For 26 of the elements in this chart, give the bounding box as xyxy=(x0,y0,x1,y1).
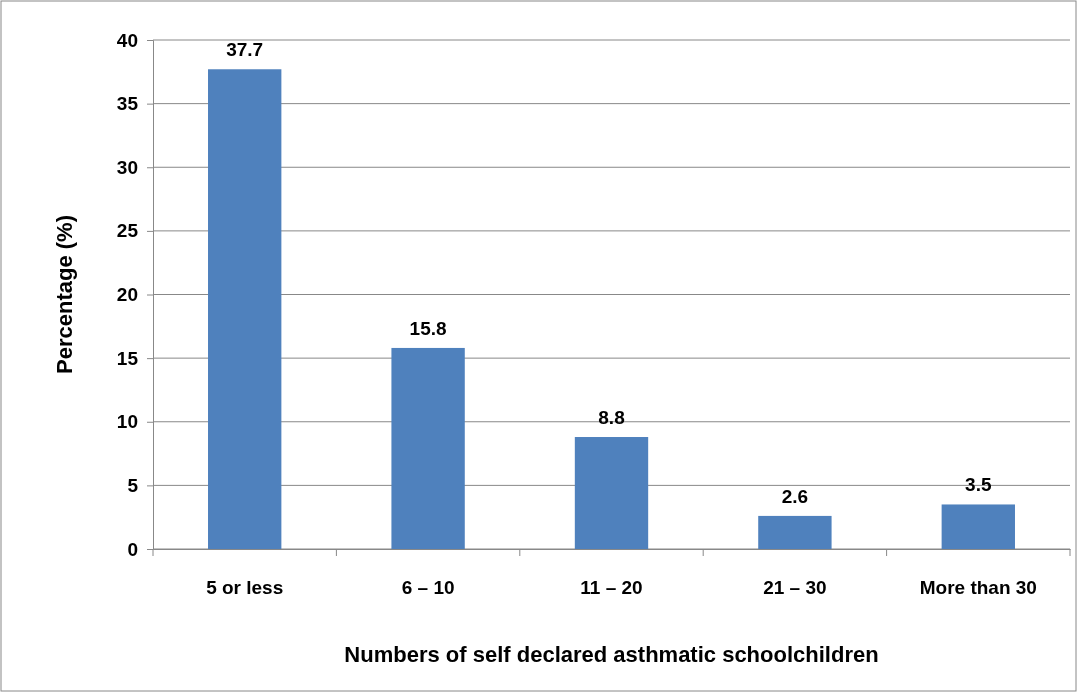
y-tick-label: 25 xyxy=(116,220,139,242)
y-tick-label: 15 xyxy=(116,347,139,369)
data-label: 2.6 xyxy=(781,485,809,507)
x-tick-label: 21 – 30 xyxy=(763,576,827,598)
data-label: 3.5 xyxy=(965,474,992,496)
data-label: 8.8 xyxy=(598,407,625,429)
x-tick-label: 6 – 10 xyxy=(401,576,455,598)
data-label: 15.8 xyxy=(409,317,447,339)
y-tick-label: 10 xyxy=(116,411,138,433)
bar xyxy=(208,69,282,549)
bar xyxy=(758,515,832,549)
x-axis-title: Numbers of self declared asthmatic schoolchildren xyxy=(344,642,879,667)
x-tick-label: 11 – 20 xyxy=(580,576,643,598)
y-tick-label: 5 xyxy=(127,474,139,496)
bar xyxy=(391,347,465,549)
bar xyxy=(941,504,1015,549)
x-tick-label: 5 or less xyxy=(206,576,284,598)
x-tick-label: More than 30 xyxy=(919,576,1037,598)
y-tick-label: 35 xyxy=(116,93,139,115)
y-tick-label: 0 xyxy=(127,538,138,560)
y-axis-title: Percentage (%) xyxy=(52,215,77,374)
y-tick-label: 30 xyxy=(116,156,138,178)
bar xyxy=(574,437,649,549)
y-tick-label: 40 xyxy=(116,29,138,51)
y-tick-label: 20 xyxy=(116,284,138,306)
data-label: 37.7 xyxy=(226,39,264,61)
